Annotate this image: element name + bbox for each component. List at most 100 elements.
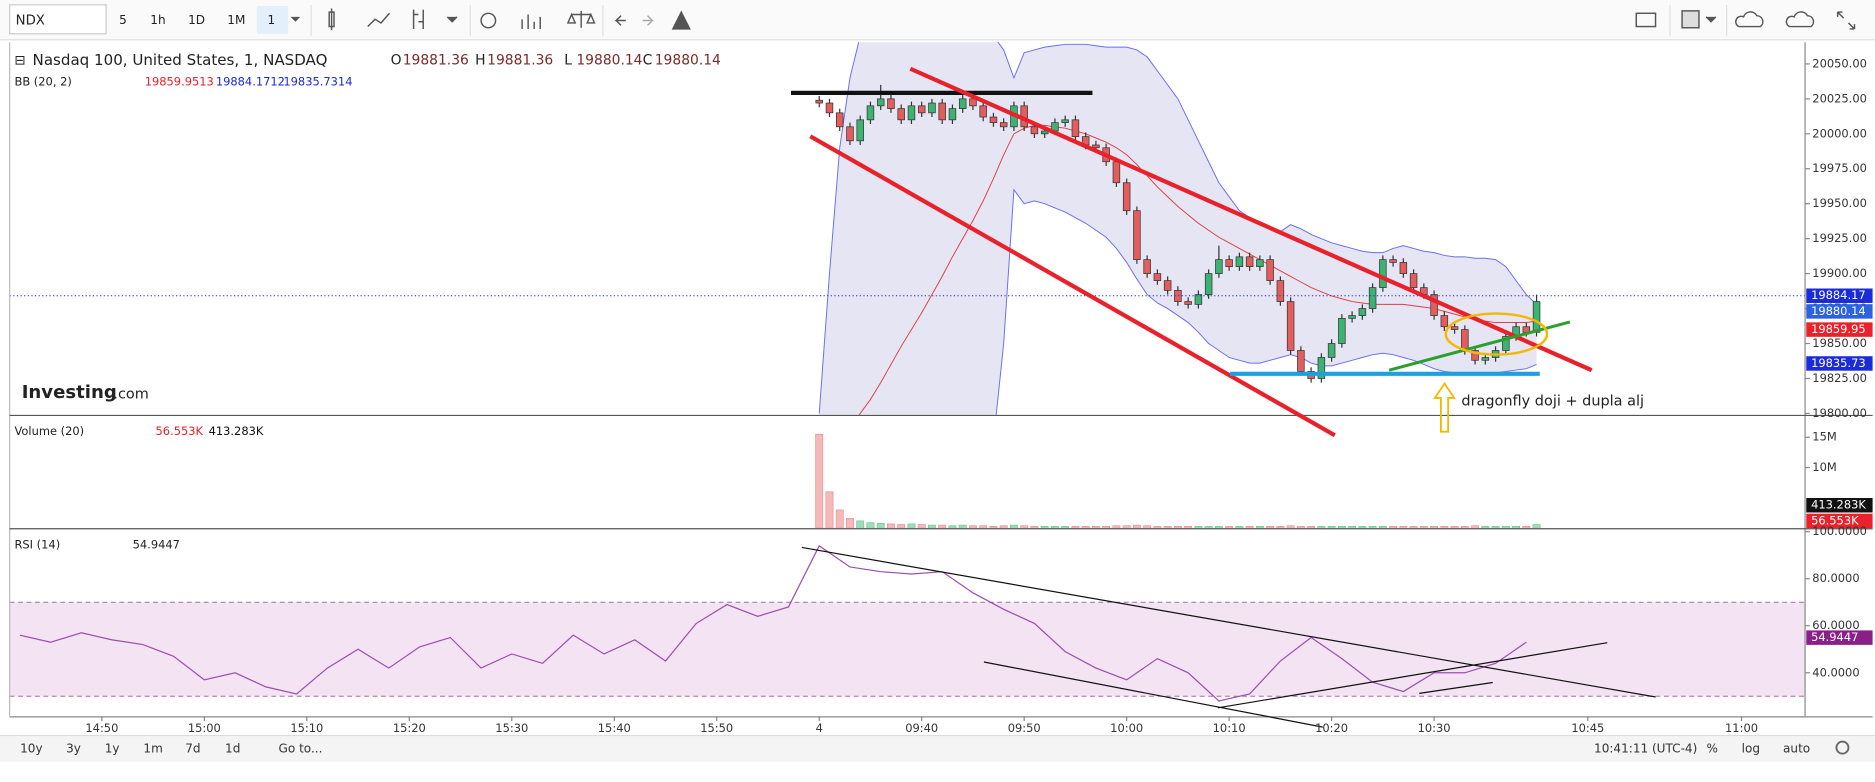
collapse-icon[interactable]: ⊟ [14,53,25,68]
price-tag-label: 19880.14 [1811,304,1866,318]
volume-bar [1389,526,1398,529]
scale-option[interactable]: % [1706,741,1717,755]
candle-body [1215,259,1223,274]
scale-option[interactable]: log [1742,741,1760,755]
candle-body [979,105,987,118]
price-tag-label: 19859.95 [1811,322,1866,336]
range-button[interactable]: 7d [185,741,200,755]
candle-body [1040,130,1049,135]
bb-upper [818,42,1537,414]
goto-button[interactable]: Go to... [279,741,323,755]
symbol-input[interactable] [9,4,107,35]
volume-bar [1245,526,1254,529]
volume-bar [1132,524,1141,529]
x-tick-label: 10:20 [1315,721,1348,735]
volume-tag-label: 56.553K [1811,513,1859,527]
volume-bar [1020,525,1029,529]
volume-bar [1276,526,1285,529]
arrow-up [1433,381,1456,433]
candle-body [1122,182,1131,212]
volume-bar [1368,526,1377,529]
alert-icon[interactable] [671,10,691,30]
line-icon[interactable] [367,12,391,28]
x-tick-label: 15:30 [495,721,528,735]
y-tick-label: 15M [1812,430,1836,444]
candle-body [1204,273,1213,295]
candle-body [1348,315,1356,319]
bb-legend-value: 19859.9513 [145,75,214,89]
y-tick-label: 19925.00 [1812,231,1867,245]
range-button[interactable]: 1d [225,741,240,755]
y-tick-label: 19975.00 [1812,161,1867,175]
volume-bar [1040,526,1049,529]
undo-icon[interactable] [614,15,626,26]
volume-bar [1378,526,1387,529]
cloud-load-icon[interactable] [1735,11,1764,28]
color-dropdown[interactable] [1705,16,1717,23]
candle-body [897,108,905,121]
bb-name: BB (20, 2) [14,75,71,89]
bars-icon[interactable] [412,9,424,29]
volume-bar [887,523,895,529]
settings-icon[interactable] [480,12,497,29]
interval-button[interactable]: 1 [267,13,275,27]
volume-bar [1173,526,1182,529]
x-tick-label: 15:00 [188,721,221,735]
trend-line [1388,320,1571,372]
snapshot-icon[interactable] [1635,12,1657,28]
plots [9,42,1806,702]
interval-button[interactable]: 1M [227,13,245,27]
x-tick-label: 11:00 [1725,721,1758,735]
volume-bar [1512,526,1520,529]
x-tick-label: 10:30 [1418,721,1451,735]
range-button[interactable]: 1m [143,741,162,755]
candle-body [887,98,895,109]
scale-option[interactable]: auto [1783,741,1810,755]
volume-tag [1806,498,1873,513]
candle-body [938,102,946,121]
rsi-band [9,602,1806,697]
bb-middle [858,124,1537,415]
fullscreen-icon[interactable] [1836,11,1856,30]
symbol-text: NDX [16,14,45,29]
candle-body [948,108,957,121]
volume-bar [999,525,1008,529]
volume-bar [1143,525,1152,529]
volume-bar [1235,526,1244,529]
volume-bar [866,522,875,529]
interval-button[interactable]: 1h [150,13,165,27]
rsi-line [1419,681,1493,694]
indicators-icon[interactable] [521,14,541,29]
volume-bar [1225,526,1234,529]
interval-dropdown[interactable] [290,16,301,22]
x-tick-label: 15:40 [598,721,631,735]
settings-button[interactable] [1835,740,1850,755]
interval-button[interactable]: 1D [188,13,205,27]
interval-button[interactable]: 5 [119,13,127,27]
type-dropdown[interactable] [446,16,458,23]
candle-body [1409,273,1418,288]
range-button[interactable]: 1y [105,741,120,755]
compare-icon[interactable] [566,10,596,28]
volume-legend-value: 413.283K [209,424,264,438]
toolbar-icons [328,8,1856,31]
x-tick-label: 14:50 [85,721,118,735]
candle-body [1225,259,1233,267]
volume-bar [1337,526,1346,529]
volume-bar [1491,526,1500,529]
candle-body [907,105,916,121]
volume-bar [1112,525,1121,529]
cloud-save-icon[interactable] [1785,11,1815,28]
ohlc-label: O [391,52,402,68]
candle-body [1502,336,1510,351]
color-icon[interactable] [1681,10,1700,29]
volume-bar [1163,526,1172,529]
range-button[interactable]: 10y [20,741,42,755]
range-button[interactable]: 3y [66,741,81,755]
volume-bar [1296,526,1305,529]
redo-icon[interactable] [642,15,655,26]
volume-pane [815,433,1541,529]
volume-bar [1532,524,1541,529]
candle-body [1399,262,1408,274]
